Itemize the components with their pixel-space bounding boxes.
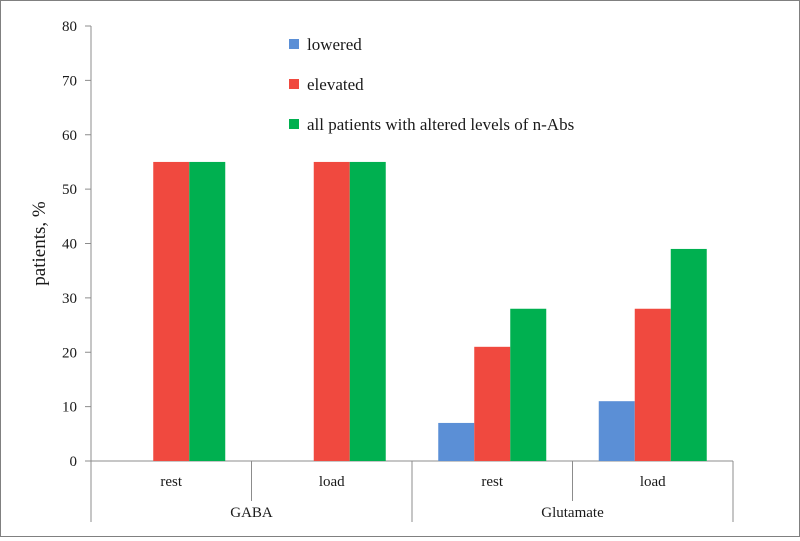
y-tick-label: 80	[62, 19, 77, 35]
legend-swatch	[289, 79, 299, 89]
legend-label: elevated	[307, 75, 364, 94]
group-label: Glutamate	[541, 505, 604, 521]
legend: lowered elevated all patients with altered…	[289, 35, 574, 134]
y-tick-label: 70	[62, 73, 77, 89]
bar-all	[670, 248, 707, 461]
legend-label: all patients with altered levels of n-Ab…	[307, 115, 574, 134]
legend-swatch	[289, 39, 299, 49]
bars	[153, 161, 707, 461]
legend-swatch	[289, 119, 299, 129]
y-tick-label: 10	[62, 400, 77, 416]
y-tick-label: 50	[62, 182, 77, 198]
bar-elevated	[474, 346, 511, 461]
y-tick-label: 60	[62, 128, 77, 144]
group-label: GABA	[230, 505, 273, 521]
category-label: load	[640, 474, 666, 490]
bar-lowered	[438, 422, 475, 461]
bar-all	[349, 161, 386, 461]
y-tick-label: 30	[62, 291, 77, 307]
category-label: rest	[160, 474, 182, 490]
bar-elevated	[634, 308, 671, 461]
y-tick-label: 0	[70, 454, 78, 470]
category-label: load	[319, 474, 345, 490]
bar-elevated	[313, 161, 350, 461]
y-axis-title: patients, %	[29, 201, 50, 286]
legend-label: lowered	[307, 35, 362, 54]
y-tick-label: 20	[62, 345, 77, 361]
bar-lowered	[598, 401, 635, 461]
bar-all	[510, 308, 547, 461]
labels: 0 10 20 30 40 50 60 70 80 patients, % rest load rest…	[29, 19, 666, 521]
bar-all	[189, 161, 226, 461]
category-label: rest	[481, 474, 503, 490]
bar-elevated	[153, 161, 190, 461]
y-tick-label: 40	[62, 237, 77, 253]
